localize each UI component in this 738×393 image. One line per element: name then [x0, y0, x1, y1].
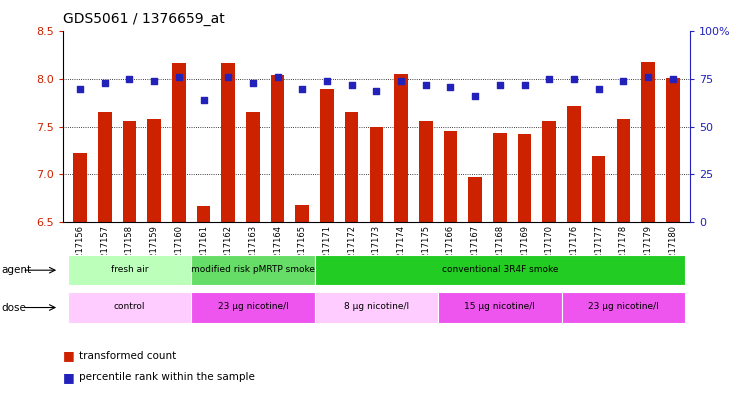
Bar — [562, 292, 685, 323]
Point — [370, 87, 382, 94]
Point — [297, 85, 308, 92]
Point — [346, 82, 358, 88]
Text: control: control — [114, 302, 145, 311]
Point — [543, 76, 555, 82]
Bar — [518, 134, 531, 222]
Point — [593, 85, 604, 92]
Point — [568, 76, 580, 82]
Text: agent: agent — [1, 265, 32, 275]
Bar — [246, 112, 260, 222]
Bar — [568, 106, 581, 222]
Bar — [345, 112, 359, 222]
Point — [395, 78, 407, 84]
Text: transformed count: transformed count — [79, 351, 176, 361]
Bar — [370, 127, 383, 222]
Text: ■: ■ — [63, 371, 78, 384]
Bar — [592, 156, 605, 222]
Bar — [98, 112, 111, 222]
Point — [444, 84, 456, 90]
Bar — [123, 121, 137, 222]
Bar — [394, 74, 408, 222]
Text: 8 μg nicotine/l: 8 μg nicotine/l — [344, 302, 409, 311]
Text: fresh air: fresh air — [111, 265, 148, 274]
Text: conventional 3R4F smoke: conventional 3R4F smoke — [441, 265, 558, 274]
Bar — [493, 133, 507, 222]
Bar — [271, 75, 284, 222]
Bar — [68, 292, 191, 323]
Point — [173, 74, 184, 80]
Bar — [172, 63, 185, 222]
Point — [618, 78, 630, 84]
Bar — [542, 121, 556, 222]
Bar — [73, 153, 87, 222]
Point — [99, 80, 111, 86]
Text: ■: ■ — [63, 349, 78, 362]
Bar — [320, 88, 334, 222]
Bar — [419, 121, 432, 222]
Text: 23 μg nicotine/l: 23 μg nicotine/l — [218, 302, 289, 311]
Bar — [191, 255, 314, 285]
Bar — [469, 177, 482, 222]
Bar — [68, 255, 191, 285]
Point — [272, 74, 283, 80]
Point — [198, 97, 210, 103]
Bar — [191, 292, 314, 323]
Point — [642, 74, 654, 80]
Point — [148, 78, 160, 84]
Bar — [666, 78, 680, 222]
Point — [74, 85, 86, 92]
Point — [667, 76, 679, 82]
Text: 23 μg nicotine/l: 23 μg nicotine/l — [588, 302, 659, 311]
Bar — [616, 119, 630, 222]
Bar — [148, 119, 161, 222]
Point — [247, 80, 259, 86]
Bar — [221, 63, 235, 222]
Bar — [197, 206, 210, 222]
Point — [420, 82, 432, 88]
Point — [494, 82, 506, 88]
Bar — [295, 205, 309, 222]
Bar — [314, 255, 685, 285]
Text: percentile rank within the sample: percentile rank within the sample — [79, 372, 255, 382]
Point — [469, 93, 481, 99]
Point — [321, 78, 333, 84]
Text: modified risk pMRTP smoke: modified risk pMRTP smoke — [191, 265, 315, 274]
Text: GDS5061 / 1376659_at: GDS5061 / 1376659_at — [63, 12, 224, 26]
Bar — [444, 130, 458, 222]
Point — [222, 74, 234, 80]
Bar — [438, 292, 562, 323]
Bar — [314, 292, 438, 323]
Point — [123, 76, 135, 82]
Text: 15 μg nicotine/l: 15 μg nicotine/l — [464, 302, 535, 311]
Text: dose: dose — [1, 303, 27, 312]
Bar — [641, 62, 655, 222]
Point — [519, 82, 531, 88]
